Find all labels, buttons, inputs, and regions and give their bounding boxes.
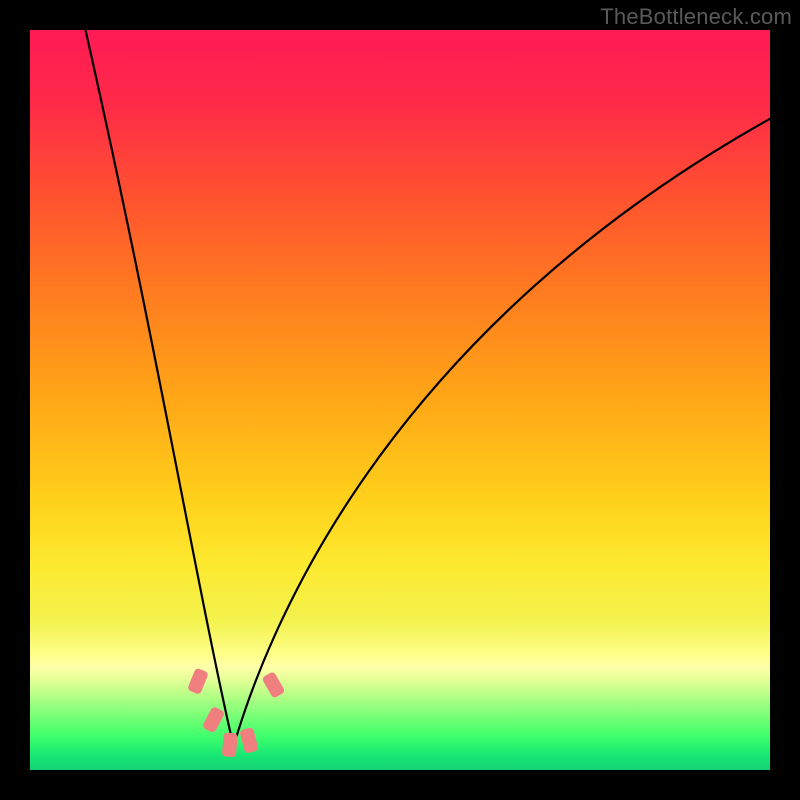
marker-2 bbox=[222, 732, 238, 757]
chart-background bbox=[30, 30, 770, 770]
chart-plot-area bbox=[30, 30, 770, 770]
chart-svg bbox=[30, 30, 770, 770]
watermark-text: TheBottleneck.com bbox=[600, 4, 792, 30]
